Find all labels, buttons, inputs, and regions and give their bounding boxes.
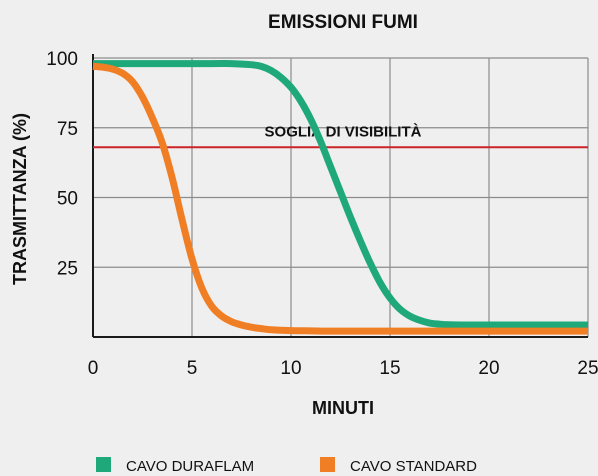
legend-swatch [96, 457, 111, 472]
y-axis-title: TRASMITTANZA (%) [10, 113, 30, 285]
legend-label: CAVO STANDARD [350, 458, 477, 475]
y-tick-label: 75 [57, 119, 78, 140]
y-tick-label: 100 [46, 49, 78, 70]
x-tick-label: 0 [88, 358, 99, 379]
grid [93, 57, 589, 337]
y-tick-label: 25 [57, 258, 78, 279]
x-tick-label: 15 [379, 358, 400, 379]
legend-swatch [320, 457, 335, 472]
chart-title: EMISSIONI FUMI [268, 12, 418, 33]
series-lines [92, 59, 588, 335]
series-line-standard [92, 62, 588, 335]
x-tick-label: 20 [478, 358, 499, 379]
threshold: SOGLIA DI VISIBILITÀ [93, 123, 588, 149]
x-tick-label: 10 [280, 358, 301, 379]
threshold-label: SOGLIA DI VISIBILITÀ [265, 123, 422, 140]
legend: CAVO DURAFLAM CAVO STANDARD [96, 457, 477, 475]
legend-label: CAVO DURAFLAM [126, 458, 254, 475]
tick-labels: 0 5 10 15 20 25 100 75 50 25 [46, 49, 598, 379]
x-tick-label: 25 [577, 358, 598, 379]
axes [92, 54, 588, 338]
series-line-duraflam [93, 59, 588, 329]
x-axis-title: MINUTI [312, 398, 374, 418]
y-tick-label: 50 [57, 189, 78, 210]
x-tick-label: 5 [187, 358, 198, 379]
